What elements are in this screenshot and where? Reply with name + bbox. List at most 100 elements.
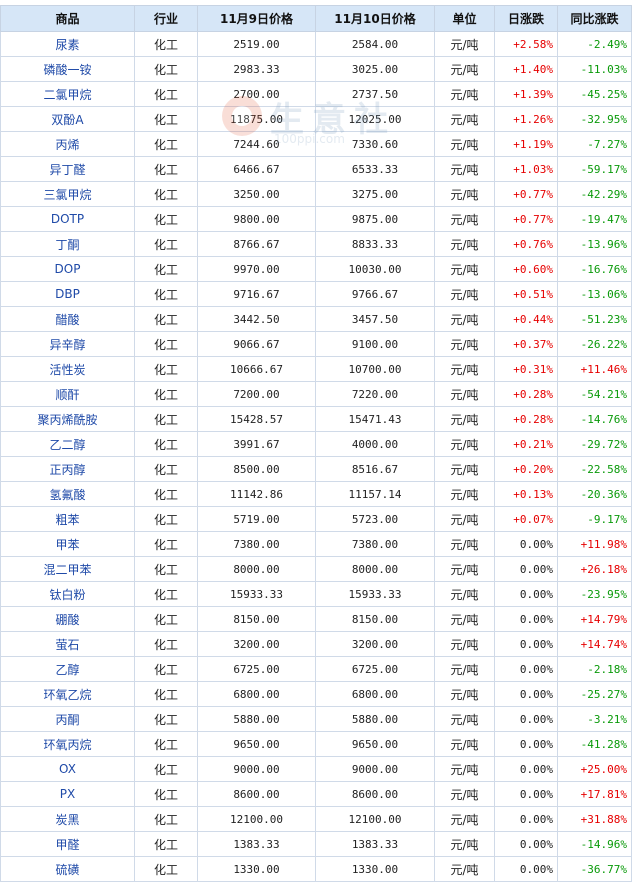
product-name-link[interactable]: 尿素 [0, 31, 135, 57]
price-nov10-cell: 4000.00 [315, 431, 435, 457]
product-name-link[interactable]: 硫磺 [0, 856, 135, 882]
product-name-link[interactable]: 三氯甲烷 [0, 181, 135, 207]
price-nov10-cell: 12100.00 [315, 806, 435, 832]
table-row: 乙二醇 化工 3991.67 4000.00 元/吨 +0.21% -29.72% [0, 431, 632, 457]
price-nov9-cell: 6466.67 [197, 156, 316, 182]
product-name-link[interactable]: 钛白粉 [0, 581, 135, 607]
table-row: 聚丙烯酰胺 化工 15428.57 15471.43 元/吨 +0.28% -14.76% [0, 406, 632, 432]
table-row: 丙酮 化工 5880.00 5880.00 元/吨 0.00% -3.21% [0, 706, 632, 732]
yoy-change-cell: +31.88% [557, 806, 632, 832]
product-name-link[interactable]: 萤石 [0, 631, 135, 657]
price-nov9-cell: 11875.00 [197, 106, 316, 132]
product-name-link[interactable]: DOP [0, 256, 135, 282]
price-nov10-cell: 8516.67 [315, 456, 435, 482]
product-name-link[interactable]: 甲苯 [0, 531, 135, 557]
price-nov10-cell: 10700.00 [315, 356, 435, 382]
col-header-industry[interactable]: 行业 [134, 5, 198, 32]
product-name-link[interactable]: 聚丙烯酰胺 [0, 406, 135, 432]
product-name-link[interactable]: 丙酮 [0, 706, 135, 732]
product-name-link[interactable]: 乙二醇 [0, 431, 135, 457]
product-name-link[interactable]: 磷酸一铵 [0, 56, 135, 82]
table-row: 粗苯 化工 5719.00 5723.00 元/吨 +0.07% -9.17% [0, 506, 632, 532]
table-row: 丁酮 化工 8766.67 8833.33 元/吨 +0.76% -13.96% [0, 231, 632, 257]
col-header-yoy-change[interactable]: 同比涨跌 [557, 5, 632, 32]
unit-cell: 元/吨 [434, 806, 495, 832]
daily-change-cell: +1.26% [494, 106, 558, 132]
table-row: 尿素 化工 2519.00 2584.00 元/吨 +2.58% -2.49% [0, 31, 632, 57]
unit-cell: 元/吨 [434, 606, 495, 632]
col-header-price-nov10[interactable]: 11月10日价格 [315, 5, 435, 32]
product-name-link[interactable]: OX [0, 756, 135, 782]
table-row: DOTP 化工 9800.00 9875.00 元/吨 +0.77% -19.47% [0, 206, 632, 232]
product-name-link[interactable]: 甲醛 [0, 831, 135, 857]
daily-change-cell: 0.00% [494, 556, 558, 582]
table-row: 甲醛 化工 1383.33 1383.33 元/吨 0.00% -14.96% [0, 831, 632, 857]
price-nov10-cell: 7380.00 [315, 531, 435, 557]
table-row: DBP 化工 9716.67 9766.67 元/吨 +0.51% -13.06% [0, 281, 632, 307]
price-nov10-cell: 12025.00 [315, 106, 435, 132]
yoy-change-cell: +25.00% [557, 756, 632, 782]
industry-cell: 化工 [134, 781, 198, 807]
product-name-link[interactable]: DOTP [0, 206, 135, 232]
product-name-link[interactable]: DBP [0, 281, 135, 307]
price-nov10-cell: 6725.00 [315, 656, 435, 682]
yoy-change-cell: -3.21% [557, 706, 632, 732]
col-header-unit[interactable]: 单位 [434, 5, 495, 32]
unit-cell: 元/吨 [434, 656, 495, 682]
unit-cell: 元/吨 [434, 681, 495, 707]
product-name-link[interactable]: 丁酮 [0, 231, 135, 257]
daily-change-cell: +2.58% [494, 31, 558, 57]
unit-cell: 元/吨 [434, 81, 495, 107]
industry-cell: 化工 [134, 831, 198, 857]
product-name-link[interactable]: 双酚A [0, 106, 135, 132]
product-name-link[interactable]: 异辛醇 [0, 331, 135, 357]
price-nov10-cell: 6800.00 [315, 681, 435, 707]
col-header-price-nov9[interactable]: 11月9日价格 [197, 5, 316, 32]
product-name-link[interactable]: PX [0, 781, 135, 807]
industry-cell: 化工 [134, 731, 198, 757]
table-row: 氢氟酸 化工 11142.86 11157.14 元/吨 +0.13% -20.36% [0, 481, 632, 507]
yoy-change-cell: -23.95% [557, 581, 632, 607]
industry-cell: 化工 [134, 306, 198, 332]
table-row: 钛白粉 化工 15933.33 15933.33 元/吨 0.00% -23.95% [0, 581, 632, 607]
product-name-link[interactable]: 活性炭 [0, 356, 135, 382]
product-name-link[interactable]: 正丙醇 [0, 456, 135, 482]
table-row: 甲苯 化工 7380.00 7380.00 元/吨 0.00% +11.98% [0, 531, 632, 557]
product-name-link[interactable]: 环氧乙烷 [0, 681, 135, 707]
daily-change-cell: 0.00% [494, 531, 558, 557]
product-name-link[interactable]: 乙醇 [0, 656, 135, 682]
price-nov9-cell: 10666.67 [197, 356, 316, 382]
product-name-link[interactable]: 粗苯 [0, 506, 135, 532]
product-name-link[interactable]: 醋酸 [0, 306, 135, 332]
table-row: 环氧乙烷 化工 6800.00 6800.00 元/吨 0.00% -25.27% [0, 681, 632, 707]
col-header-product[interactable]: 商品 [0, 5, 135, 32]
yoy-change-cell: +17.81% [557, 781, 632, 807]
unit-cell: 元/吨 [434, 256, 495, 282]
industry-cell: 化工 [134, 381, 198, 407]
price-nov9-cell: 2700.00 [197, 81, 316, 107]
product-name-link[interactable]: 炭黑 [0, 806, 135, 832]
price-nov10-cell: 7330.60 [315, 131, 435, 157]
unit-cell: 元/吨 [434, 431, 495, 457]
price-nov9-cell: 3200.00 [197, 631, 316, 657]
yoy-change-cell: -14.76% [557, 406, 632, 432]
product-name-link[interactable]: 二氯甲烷 [0, 81, 135, 107]
yoy-change-cell: +14.79% [557, 606, 632, 632]
product-name-link[interactable]: 异丁醛 [0, 156, 135, 182]
price-nov10-cell: 9000.00 [315, 756, 435, 782]
table-row: 硫磺 化工 1330.00 1330.00 元/吨 0.00% -36.77% [0, 856, 632, 882]
product-name-link[interactable]: 环氧丙烷 [0, 731, 135, 757]
table-row: 萤石 化工 3200.00 3200.00 元/吨 0.00% +14.74% [0, 631, 632, 657]
product-name-link[interactable]: 氢氟酸 [0, 481, 135, 507]
product-name-link[interactable]: 混二甲苯 [0, 556, 135, 582]
product-name-link[interactable]: 丙烯 [0, 131, 135, 157]
unit-cell: 元/吨 [434, 831, 495, 857]
industry-cell: 化工 [134, 106, 198, 132]
unit-cell: 元/吨 [434, 356, 495, 382]
industry-cell: 化工 [134, 156, 198, 182]
unit-cell: 元/吨 [434, 756, 495, 782]
col-header-daily-change[interactable]: 日涨跌 [494, 5, 558, 32]
product-name-link[interactable]: 顺酐 [0, 381, 135, 407]
yoy-change-cell: -29.72% [557, 431, 632, 457]
product-name-link[interactable]: 硼酸 [0, 606, 135, 632]
